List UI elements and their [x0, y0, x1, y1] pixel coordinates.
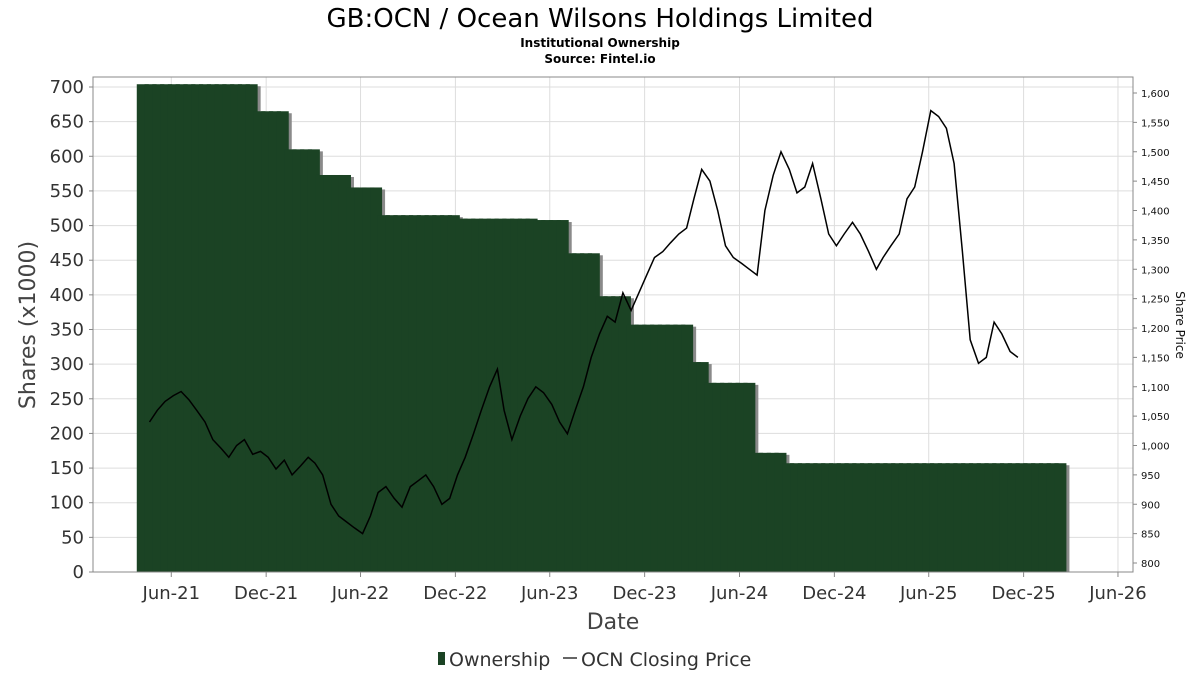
x-tick-label: Jun-25 [899, 583, 958, 604]
ownership-bar [1054, 463, 1067, 572]
y2-axis-title: Share Price [1173, 291, 1187, 359]
x-tick-label: Dec-25 [991, 583, 1055, 604]
left-tick-label: 700 [50, 77, 84, 98]
chart-title: GB:OCN / Ocean Wilsons Holdings Limited [326, 4, 873, 34]
left-tick-label: 650 [50, 112, 84, 133]
left-tick-label: 100 [50, 493, 84, 514]
right-tick-label: 900 [1141, 500, 1160, 511]
x-tick-label: Jun-22 [331, 583, 390, 604]
left-tick-label: 350 [50, 320, 84, 341]
right-tick-label: 1,200 [1141, 324, 1170, 335]
right-tick-label: 950 [1141, 471, 1160, 482]
x-tick-label: Jun-24 [710, 583, 769, 604]
x-tick-label: Dec-21 [234, 583, 298, 604]
x-tick-label: Dec-22 [423, 583, 487, 604]
x-tick-label: Dec-23 [613, 583, 677, 604]
x-axis-ticks: Jun-21 Dec-21 Jun-22 Dec-22 Jun-23 Dec-23 Jun-… [142, 572, 1147, 604]
y-axis-title: Shares (x1000) [16, 241, 41, 409]
left-tick-label: 250 [50, 389, 84, 410]
right-tick-label: 1,000 [1141, 442, 1170, 453]
legend-ownership-swatch [438, 652, 445, 665]
left-tick-label: 0 [73, 562, 84, 583]
left-tick-label: 500 [50, 216, 84, 237]
right-tick-label: 850 [1141, 530, 1160, 541]
right-tick-label: 1,500 [1141, 148, 1170, 159]
right-tick-label: 1,600 [1141, 89, 1170, 100]
left-tick-label: 300 [50, 354, 84, 375]
legend: Ownership OCN Closing Price [438, 649, 751, 671]
ownership-bar [253, 111, 266, 572]
left-tick-label: 200 [50, 423, 84, 444]
right-axis-ticks: 800 850 900 950 1,000 1,050 1,100 1,150 1,200 1,2… [1133, 89, 1170, 570]
left-tick-label: 400 [50, 285, 84, 306]
x-tick-label: Dec-24 [802, 583, 866, 604]
left-tick-label: 150 [50, 458, 84, 479]
x-tick-label: Jun-26 [1088, 583, 1147, 604]
right-tick-label: 1,100 [1141, 383, 1170, 394]
left-tick-label: 450 [50, 250, 84, 271]
legend-ownership-label: Ownership [449, 649, 550, 671]
x-tick-label: Jun-21 [142, 583, 201, 604]
left-tick-label: 550 [50, 181, 84, 202]
right-tick-label: 1,250 [1141, 295, 1170, 306]
right-tick-label: 1,450 [1141, 177, 1170, 188]
x-axis-title: Date [587, 610, 640, 635]
chart-source: Source: Fintel.io [544, 52, 655, 66]
right-tick-label: 1,300 [1141, 265, 1170, 276]
price-line-layer [148, 109, 1019, 535]
ownership-bar [1023, 463, 1036, 572]
right-tick-label: 800 [1141, 559, 1160, 570]
right-tick-label: 1,150 [1141, 353, 1170, 364]
ownership-bars [136, 84, 1070, 573]
left-axis-ticks: 0 50 100 150 200 250 300 350 400 450 500 550 600 650 7… [50, 77, 93, 583]
price-line [148, 109, 1019, 535]
right-tick-label: 1,550 [1141, 118, 1170, 129]
right-tick-label: 1,050 [1141, 412, 1170, 423]
x-tick-label: Jun-23 [520, 583, 579, 604]
left-tick-label: 50 [61, 527, 84, 548]
right-tick-label: 1,400 [1141, 207, 1170, 218]
right-tick-label: 1,350 [1141, 236, 1170, 247]
chart-subtitle: Institutional Ownership [520, 36, 680, 50]
left-tick-label: 600 [50, 146, 84, 167]
legend-price-label: OCN Closing Price [581, 649, 751, 671]
plot-frame [92, 76, 1134, 573]
